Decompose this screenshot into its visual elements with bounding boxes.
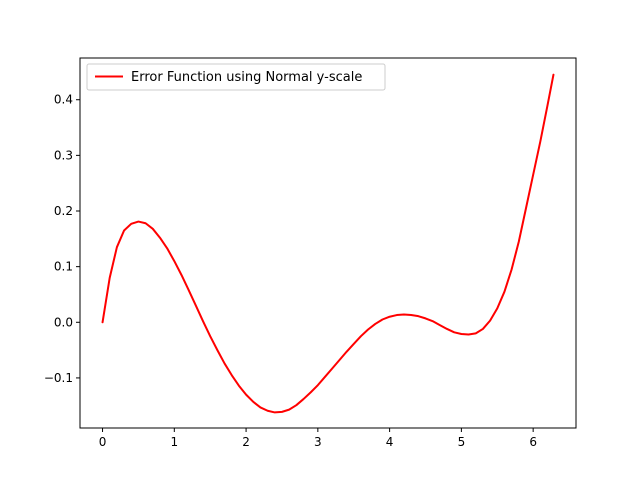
y-axis-ticks: −0.1 0.0 0.1 0.2 0.3 0.4 xyxy=(44,93,80,385)
x-axis-ticks: 0 1 2 3 4 5 6 xyxy=(99,428,537,449)
x-tick-label: 0 xyxy=(99,435,107,449)
x-tick-label: 1 xyxy=(170,435,178,449)
series-layer xyxy=(101,73,555,414)
legend-label: Error Function using Normal y-scale xyxy=(131,70,362,85)
y-tick-label: 0.4 xyxy=(54,93,73,107)
series-line-0 xyxy=(101,73,555,414)
x-tick-label: 5 xyxy=(458,435,466,449)
y-tick-label: 0.0 xyxy=(54,315,73,329)
x-tick-label: 2 xyxy=(242,435,250,449)
plot-frame xyxy=(79,57,577,429)
y-tick-label: 0.3 xyxy=(54,148,73,162)
y-tick-label: 0.2 xyxy=(54,204,73,218)
legend-box xyxy=(86,63,386,91)
y-tick-label: −0.1 xyxy=(44,371,73,385)
x-tick-label: 4 xyxy=(386,435,394,449)
x-tick-label: 6 xyxy=(529,435,537,449)
x-tick-label: 3 xyxy=(314,435,322,449)
legend: Error Function using Normal y-scale xyxy=(86,63,386,91)
y-tick-label: 0.1 xyxy=(54,260,73,274)
